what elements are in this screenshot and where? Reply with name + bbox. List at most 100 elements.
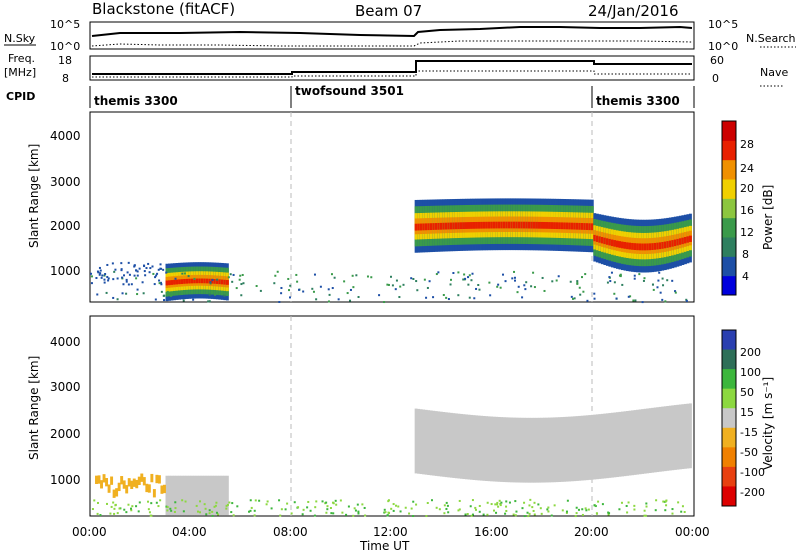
- velocity-echo-cell: [566, 499, 569, 502]
- freq-right-tick-top: 60: [710, 54, 724, 67]
- power-echo-cell: [232, 273, 235, 276]
- power-echo-cell: [497, 283, 500, 286]
- velocity-echo-cell: [185, 475, 189, 516]
- power-echo-cell: [444, 222, 448, 230]
- power-echo-cell: [412, 277, 415, 280]
- power-echo-cell: [595, 235, 599, 242]
- velocity-echo-cell: [214, 504, 217, 507]
- beam-title: Beam 07: [355, 2, 422, 20]
- velocity-echo-cell: [152, 489, 156, 498]
- power-echo-cell: [287, 277, 290, 280]
- velocity-echo-cell: [486, 513, 489, 516]
- power-echo-cell: [671, 240, 675, 247]
- power-echo-cell: [410, 277, 413, 280]
- velocity-cbar-swatch: [722, 466, 736, 487]
- power-echo-cell: [515, 221, 519, 229]
- power-echo-cell: [100, 276, 103, 279]
- velocity-echo-cell: [550, 417, 554, 483]
- power-echo-cell: [664, 300, 667, 303]
- velocity-echo-cell: [618, 508, 621, 511]
- velocity-echo-cell: [553, 504, 556, 507]
- power-echo-cell: [513, 276, 516, 279]
- velocity-echo-cell: [110, 505, 113, 508]
- power-echo-cell: [111, 262, 114, 265]
- power-echo-cell: [415, 280, 418, 283]
- velocity-echo-cell: [145, 483, 149, 493]
- velocity-echo-cell: [347, 505, 350, 508]
- power-echo-cell: [135, 277, 138, 280]
- power-echo-cell: [571, 297, 574, 300]
- power-echo-cell: [478, 288, 481, 291]
- velocity-echo-cell: [279, 514, 282, 517]
- power-echo-cell: [560, 222, 564, 230]
- velocity-echo-cell: [537, 503, 540, 506]
- xtick-4: 16:00: [474, 525, 509, 539]
- power-echo-cell: [629, 295, 632, 298]
- power-echo-cell: [113, 270, 116, 273]
- velocity-echo-cell: [643, 509, 646, 512]
- power-echo-cell: [464, 222, 468, 229]
- power-echo-cell: [103, 281, 106, 284]
- power-echo-cell: [487, 221, 491, 229]
- velocity-echo-cell: [447, 511, 450, 514]
- velocity-echo-cell: [498, 499, 501, 502]
- power-echo-cell: [423, 278, 426, 281]
- power-echo-cell: [193, 278, 197, 284]
- power-echo-cell: [209, 281, 212, 284]
- freq-right-tick-bottom: 0: [712, 72, 719, 85]
- velocity-echo-cell: [678, 404, 682, 470]
- velocity-echo-cell: [205, 513, 208, 516]
- velocity-echo-cell: [215, 501, 218, 504]
- velocity-echo-cell: [410, 507, 413, 510]
- velocity-echo-cell: [627, 501, 630, 504]
- velocity-echo-cell: [211, 510, 214, 513]
- power-echo-cell: [160, 267, 163, 270]
- velocity-echo-cell: [437, 411, 441, 477]
- velocity-echo-cell: [392, 509, 395, 512]
- power-echo-cell: [520, 221, 524, 229]
- power-echo-cell: [273, 282, 276, 285]
- velocity-echo-cell: [514, 500, 517, 503]
- power-echo-cell: [557, 275, 560, 278]
- velocity-echo-cell: [462, 414, 466, 480]
- power-echo-cell: [312, 290, 315, 293]
- power-echo-cell: [563, 222, 567, 230]
- velocity-echo-cell: [387, 500, 390, 503]
- power-echo-cell: [183, 272, 186, 275]
- velocity-echo-cell: [123, 508, 126, 511]
- velocity-echo-cell: [217, 513, 220, 516]
- power-echo-cell: [442, 293, 445, 296]
- velocity-echo-cell: [301, 513, 304, 516]
- power-echo-cell: [454, 222, 458, 230]
- power-ylabel: Slant Range [km]: [27, 144, 41, 248]
- velocity-echo-cell: [558, 417, 562, 482]
- power-echo-cell: [522, 221, 526, 229]
- power-echo-cell: [425, 296, 428, 299]
- power-echo-cell: [477, 221, 481, 229]
- velocity-echo-cell: [533, 513, 536, 516]
- power-echo-cell: [366, 275, 369, 278]
- velocity-echo-cell: [266, 500, 269, 503]
- power-echo-cell: [638, 243, 642, 251]
- power-echo-cell: [120, 262, 123, 265]
- power-echo-cell: [435, 273, 438, 276]
- velocity-echo-cell: [495, 511, 498, 514]
- power-echo-cell: [447, 222, 451, 230]
- power-echo-cell: [613, 240, 617, 247]
- power-echo-cell: [399, 285, 402, 288]
- velocity-echo-cell: [155, 501, 158, 504]
- velocity-echo-cell: [490, 416, 494, 482]
- vel-cbar-tick-15: 15: [740, 406, 754, 419]
- power-echo-cell: [642, 279, 645, 282]
- power-echo-cell: [686, 236, 690, 243]
- power-echo-cell: [634, 299, 637, 302]
- power-echo-cell: [681, 237, 685, 245]
- velocity-echo-cell: [188, 475, 192, 516]
- velocity-echo-cell: [432, 410, 436, 476]
- power-echo-cell: [688, 235, 692, 242]
- power-echo-cell: [327, 300, 330, 303]
- velocity-echo-cell: [482, 415, 486, 481]
- velocity-echo-cell: [555, 417, 559, 483]
- power-echo-cell: [475, 287, 478, 290]
- velocity-echo-cell: [663, 406, 667, 472]
